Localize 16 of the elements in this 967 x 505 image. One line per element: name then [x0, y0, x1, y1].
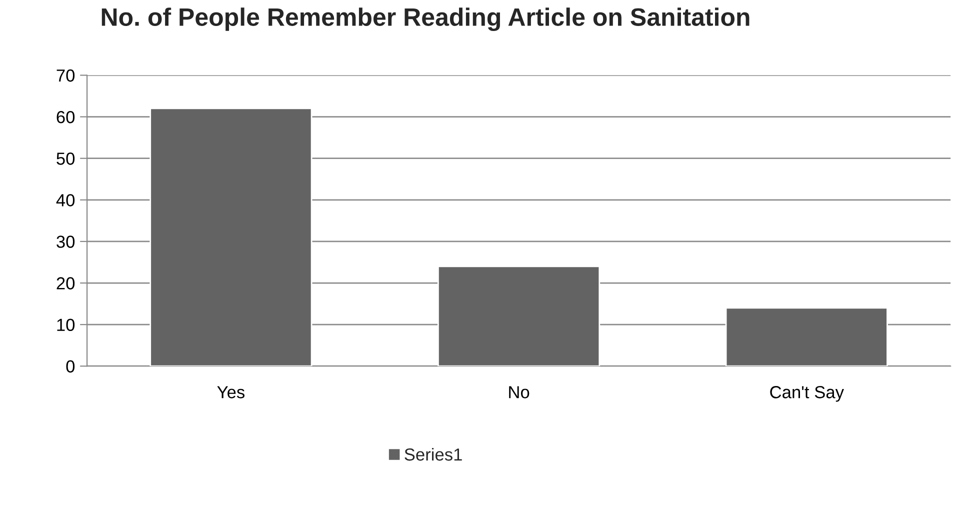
y-tick-label: 60: [56, 110, 75, 124]
y-tick-label: 10: [57, 318, 75, 332]
x-tick-label: Can't Say: [770, 386, 844, 402]
y-tick-label: 70: [56, 69, 75, 82]
x-tick-label: Yes: [217, 386, 244, 398]
legend-label: Series1: [404, 448, 462, 461]
x-tick-label: No: [509, 386, 530, 398]
y-tick-label: 40: [56, 194, 75, 206]
bar: [725, 307, 888, 366]
y-tick-label: 20: [56, 277, 75, 290]
bar: [150, 108, 312, 366]
chart-title: No. of People Remember Reading Article on Sanitation: [102, 8, 750, 31]
y-tick-label: 0: [66, 360, 75, 373]
y-tick-label: 30: [56, 236, 75, 248]
bar: [438, 266, 600, 366]
y-tick-label: 50: [56, 152, 75, 165]
